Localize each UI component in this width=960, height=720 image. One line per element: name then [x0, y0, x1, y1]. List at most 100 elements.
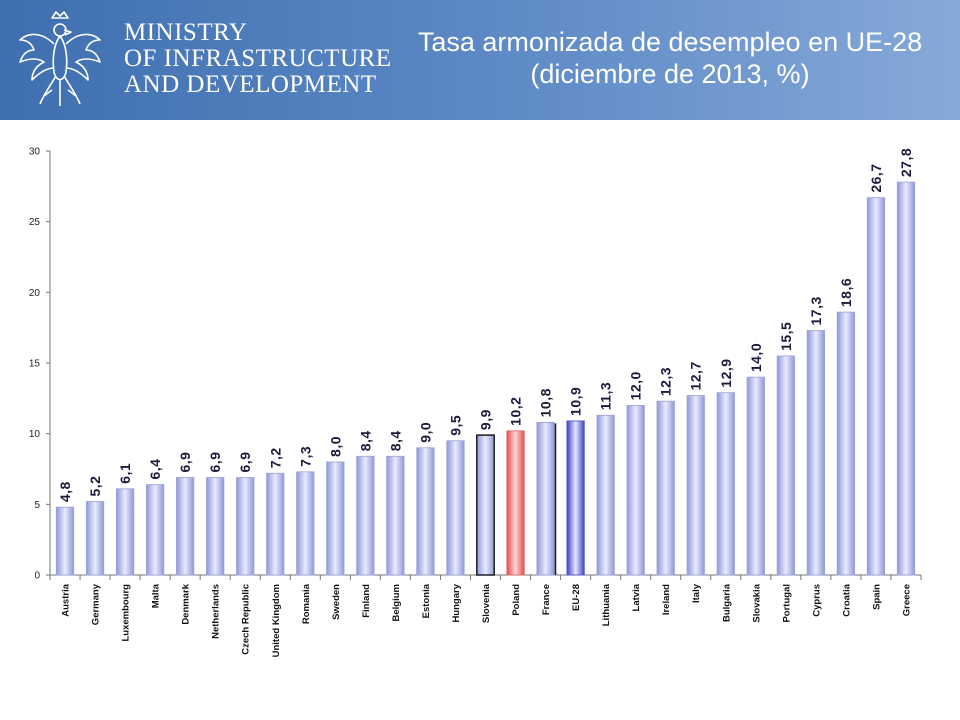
category-label: France — [541, 584, 552, 615]
category-label: Sweden — [331, 584, 342, 620]
category-label: Hungary — [451, 583, 462, 622]
category-label: Portugal — [781, 584, 792, 623]
y-tick-label: 0 — [34, 571, 40, 582]
bar — [536, 421, 555, 576]
category-label: Italy — [691, 583, 702, 603]
category-label: Romania — [301, 583, 312, 624]
category-label: Slovenia — [481, 583, 492, 623]
value-label: 7,2 — [267, 447, 283, 468]
value-label: 6,4 — [147, 459, 163, 480]
y-tick-label: 5 — [34, 500, 40, 511]
ministry-line-2: OF INFRASTRUCTURE — [124, 45, 392, 72]
bar — [236, 477, 255, 576]
bar — [656, 400, 675, 576]
bar — [446, 440, 465, 576]
category-label: Finland — [361, 584, 372, 618]
category-label: Belgium — [391, 584, 402, 621]
bar — [566, 420, 585, 576]
white-eagle-icon — [19, 11, 101, 106]
value-label: 8,0 — [327, 436, 343, 457]
y-tick-label: 30 — [29, 147, 41, 158]
bar — [176, 477, 195, 576]
value-label: 18,6 — [838, 278, 854, 307]
value-label: 15,5 — [778, 322, 794, 351]
value-label: 9,0 — [417, 422, 433, 443]
bar — [836, 311, 856, 576]
value-label: 12,9 — [718, 358, 734, 387]
category-label: Germany — [91, 583, 102, 625]
header-banner: MINISTRY OF INFRASTRUCTURE AND DEVELOPME… — [0, 0, 960, 120]
category-label: Bulgaria — [721, 583, 732, 622]
bar — [716, 392, 735, 576]
category-label: Austria — [61, 583, 72, 616]
value-label: 6,9 — [177, 452, 193, 473]
category-label: Slovakia — [751, 583, 762, 622]
ministry-line-3: AND DEVELOPMENT — [124, 71, 377, 98]
y-tick-label: 10 — [29, 429, 41, 440]
category-label: Luxembourg — [121, 584, 132, 642]
ministry-name: MINISTRY OF INFRASTRUCTURE AND DEVELOPME… — [124, 20, 392, 98]
category-label: Denmark — [181, 583, 192, 624]
category-label: Greece — [901, 584, 912, 616]
bar — [296, 471, 315, 576]
chart-title-line-2: (diciembre de 2013, %) — [530, 59, 810, 89]
category-label: Spain — [871, 584, 882, 610]
value-label: 6,1 — [117, 463, 133, 484]
bar — [356, 455, 375, 576]
value-label: 9,5 — [447, 415, 463, 436]
category-label: Lithuania — [601, 583, 612, 626]
bar — [146, 484, 165, 576]
value-label: 10,9 — [568, 387, 584, 416]
bar — [115, 488, 135, 576]
category-label: Netherlands — [211, 584, 222, 639]
category-label: Czech Republic — [241, 584, 252, 655]
bar — [596, 414, 615, 576]
y-tick-label: 15 — [29, 359, 41, 370]
y-tick-label: 20 — [29, 288, 41, 299]
bar — [476, 434, 495, 576]
bar — [626, 404, 645, 576]
bar — [686, 395, 705, 576]
bar — [326, 461, 345, 576]
bar-chart: 0 5 10 15 20 25 30 4,8 Austria 5,2 Germany 6,1 Luxem… — [29, 147, 922, 657]
category-label: Malta — [151, 583, 162, 608]
chart-title: Tasa armonizada de desempleo en UE-28 (d… — [380, 26, 960, 90]
value-label: 27,8 — [898, 148, 914, 177]
bar — [866, 197, 886, 576]
bar — [806, 330, 825, 576]
value-label: 8,4 — [357, 430, 373, 451]
bar — [386, 455, 405, 576]
value-label: 6,9 — [207, 452, 223, 473]
value-label: 11,3 — [598, 382, 614, 410]
value-label: 9,9 — [478, 409, 494, 430]
bar — [55, 506, 75, 576]
value-label: 4,8 — [57, 481, 73, 502]
chart-title-line-1: Tasa armonizada de desempleo en UE-28 — [417, 27, 923, 57]
value-label: 17,3 — [808, 296, 824, 325]
bar — [506, 430, 525, 576]
bar — [746, 376, 765, 576]
bar — [206, 477, 225, 576]
value-label: 5,2 — [87, 476, 103, 497]
value-label: 7,3 — [297, 446, 313, 467]
value-label: 26,7 — [868, 163, 884, 192]
bar — [416, 447, 435, 576]
category-label: Poland — [511, 584, 522, 616]
category-label: EU-28 — [571, 584, 582, 611]
y-tick-label: 25 — [29, 217, 41, 228]
category-label: Latvia — [631, 583, 642, 611]
bar — [896, 181, 916, 576]
value-label: 8,4 — [387, 430, 403, 451]
value-label: 12,7 — [688, 361, 704, 390]
category-label: Estonia — [421, 583, 432, 618]
value-label: 12,3 — [658, 367, 674, 396]
category-label: Ireland — [661, 584, 672, 615]
value-label: 10,8 — [538, 388, 554, 417]
value-label: 10,2 — [508, 397, 524, 426]
ministry-line-1: MINISTRY — [124, 19, 248, 46]
value-label: 6,9 — [237, 452, 253, 473]
bar — [266, 472, 285, 576]
category-label: Cyprus — [811, 584, 822, 617]
value-label: 12,0 — [628, 371, 644, 400]
category-label: United Kingdom — [271, 584, 282, 657]
